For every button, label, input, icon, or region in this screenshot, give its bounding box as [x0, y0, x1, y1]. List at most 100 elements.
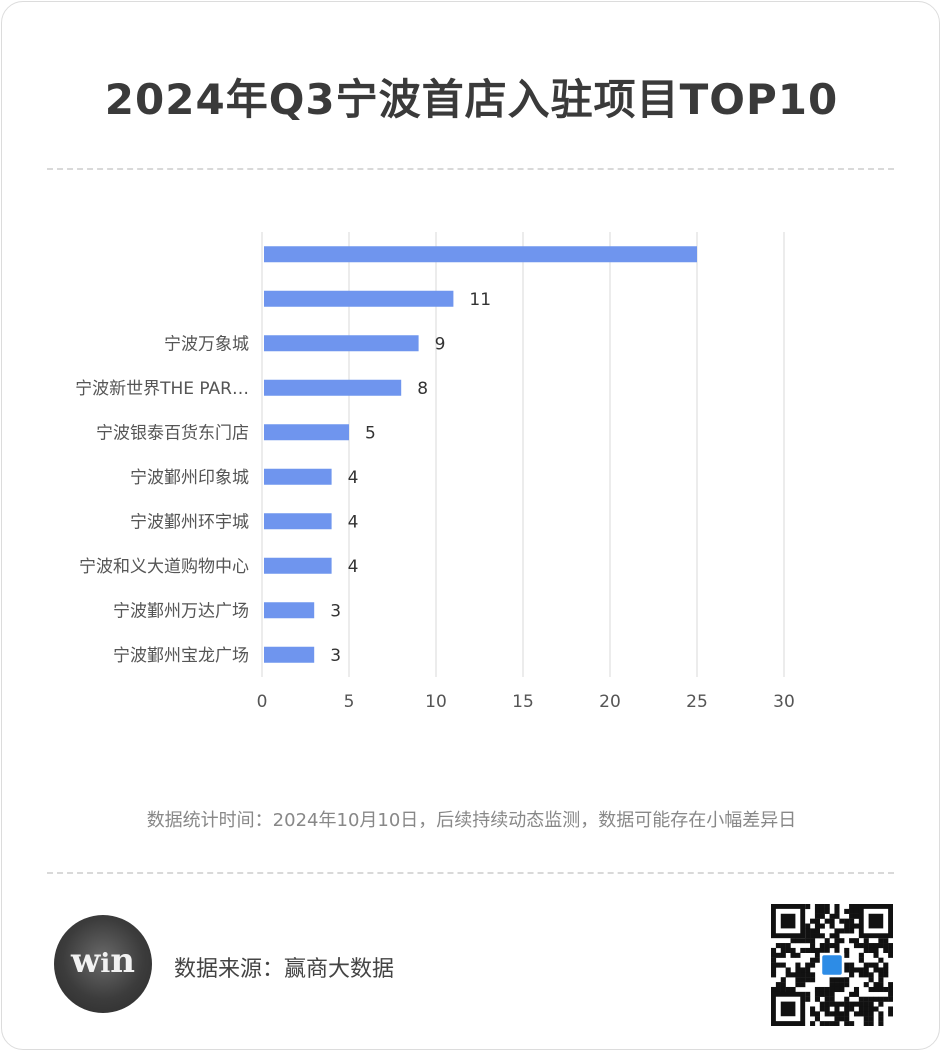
qr-module — [873, 982, 879, 988]
qr-module — [844, 1011, 850, 1017]
qr-module — [858, 943, 864, 949]
data-label: 3 — [330, 646, 341, 666]
qr-module — [849, 908, 855, 914]
qr-module — [829, 913, 835, 919]
qr-module — [800, 972, 806, 978]
qr-module — [873, 962, 879, 968]
qr-module — [844, 918, 850, 924]
bar — [264, 290, 454, 307]
qr-module — [810, 962, 816, 968]
qr-module — [810, 938, 816, 944]
qr-module — [834, 986, 840, 993]
qr-module — [844, 967, 850, 973]
qr-module — [775, 962, 781, 968]
qr-module — [819, 923, 825, 929]
qr-module — [810, 918, 816, 924]
qr-module — [834, 977, 840, 983]
category-label: 宁波新世界THE PAR… — [75, 379, 249, 399]
qr-module — [771, 952, 777, 958]
qr-module — [834, 982, 840, 988]
qr-module — [883, 962, 889, 968]
top-divider — [47, 168, 894, 170]
qr-module — [834, 933, 840, 939]
qr-module — [834, 938, 840, 944]
qr-module — [878, 1001, 884, 1007]
qr-module — [844, 1006, 850, 1012]
qr-module — [824, 908, 830, 914]
x-tick-label: 5 — [344, 692, 355, 712]
qr-module — [839, 918, 845, 924]
qr-module — [810, 1021, 816, 1026]
qr-module — [829, 1011, 835, 1017]
qr-module — [834, 1001, 840, 1007]
qr-module — [878, 1016, 884, 1022]
qr-module — [819, 943, 825, 949]
qr-module — [868, 962, 874, 968]
data-label: 9 — [435, 334, 446, 354]
qr-module — [868, 977, 874, 983]
qr-module — [853, 908, 860, 914]
qr-module — [780, 962, 786, 968]
qr-module — [849, 1021, 855, 1026]
qr-module — [863, 982, 869, 988]
qr-module — [858, 952, 864, 958]
qr-module — [829, 996, 835, 1002]
qr-module — [888, 952, 893, 958]
bar — [264, 424, 349, 441]
qr-module — [888, 986, 893, 993]
qr-module — [834, 1006, 840, 1012]
data-source: 数据来源：赢商大数据 — [174, 957, 395, 982]
qr-module — [829, 1021, 835, 1026]
qr-module — [844, 1016, 850, 1022]
qr-module — [888, 947, 893, 953]
qr-module — [853, 923, 860, 929]
qr-module — [805, 967, 811, 973]
qr-module — [795, 977, 801, 983]
qr-module — [834, 947, 840, 953]
category-label: 宁波鄞州印象城 — [130, 468, 249, 488]
qr-module — [844, 977, 850, 983]
qr-module — [810, 1006, 816, 1012]
qr-module — [844, 1001, 850, 1007]
qr-module — [780, 977, 786, 983]
qr-module — [805, 928, 811, 934]
qr-module — [814, 918, 820, 924]
qr-module — [853, 991, 860, 997]
qr-module — [849, 991, 855, 997]
qr-module — [819, 913, 825, 919]
qr-module — [853, 1001, 860, 1007]
qr-module — [771, 957, 777, 963]
qr-module — [883, 996, 889, 1002]
qr-module — [814, 986, 820, 993]
qr-module — [883, 938, 889, 944]
qr-module — [819, 991, 825, 997]
qr-module — [839, 1001, 845, 1007]
qr-module — [883, 943, 889, 949]
data-label: 3 — [330, 601, 341, 621]
qr-module — [849, 918, 855, 924]
qr-module — [853, 904, 860, 910]
qr-module — [863, 972, 869, 978]
qr-module — [834, 1011, 840, 1017]
qr-module — [878, 967, 884, 973]
qr-module — [814, 991, 820, 997]
qr-module — [805, 904, 811, 910]
qr-module — [824, 947, 830, 953]
qr-module — [844, 952, 850, 958]
qr-module — [824, 1011, 830, 1017]
qr-finder-core — [868, 913, 884, 929]
qr-module — [844, 1021, 850, 1026]
category-label: 宁波鄞州宝龙广场 — [113, 646, 249, 666]
qr-module — [868, 1011, 874, 1017]
qr-module — [834, 943, 840, 949]
qr-module — [888, 1011, 893, 1017]
x-tick-label: 10 — [425, 692, 447, 712]
qr-module — [790, 947, 796, 953]
qr-module — [829, 977, 835, 983]
qr-module — [819, 904, 825, 910]
qr-module — [805, 977, 811, 983]
qr-module — [824, 986, 830, 993]
qr-module — [853, 967, 860, 973]
qr-module — [785, 986, 791, 993]
qr-module — [863, 967, 869, 973]
